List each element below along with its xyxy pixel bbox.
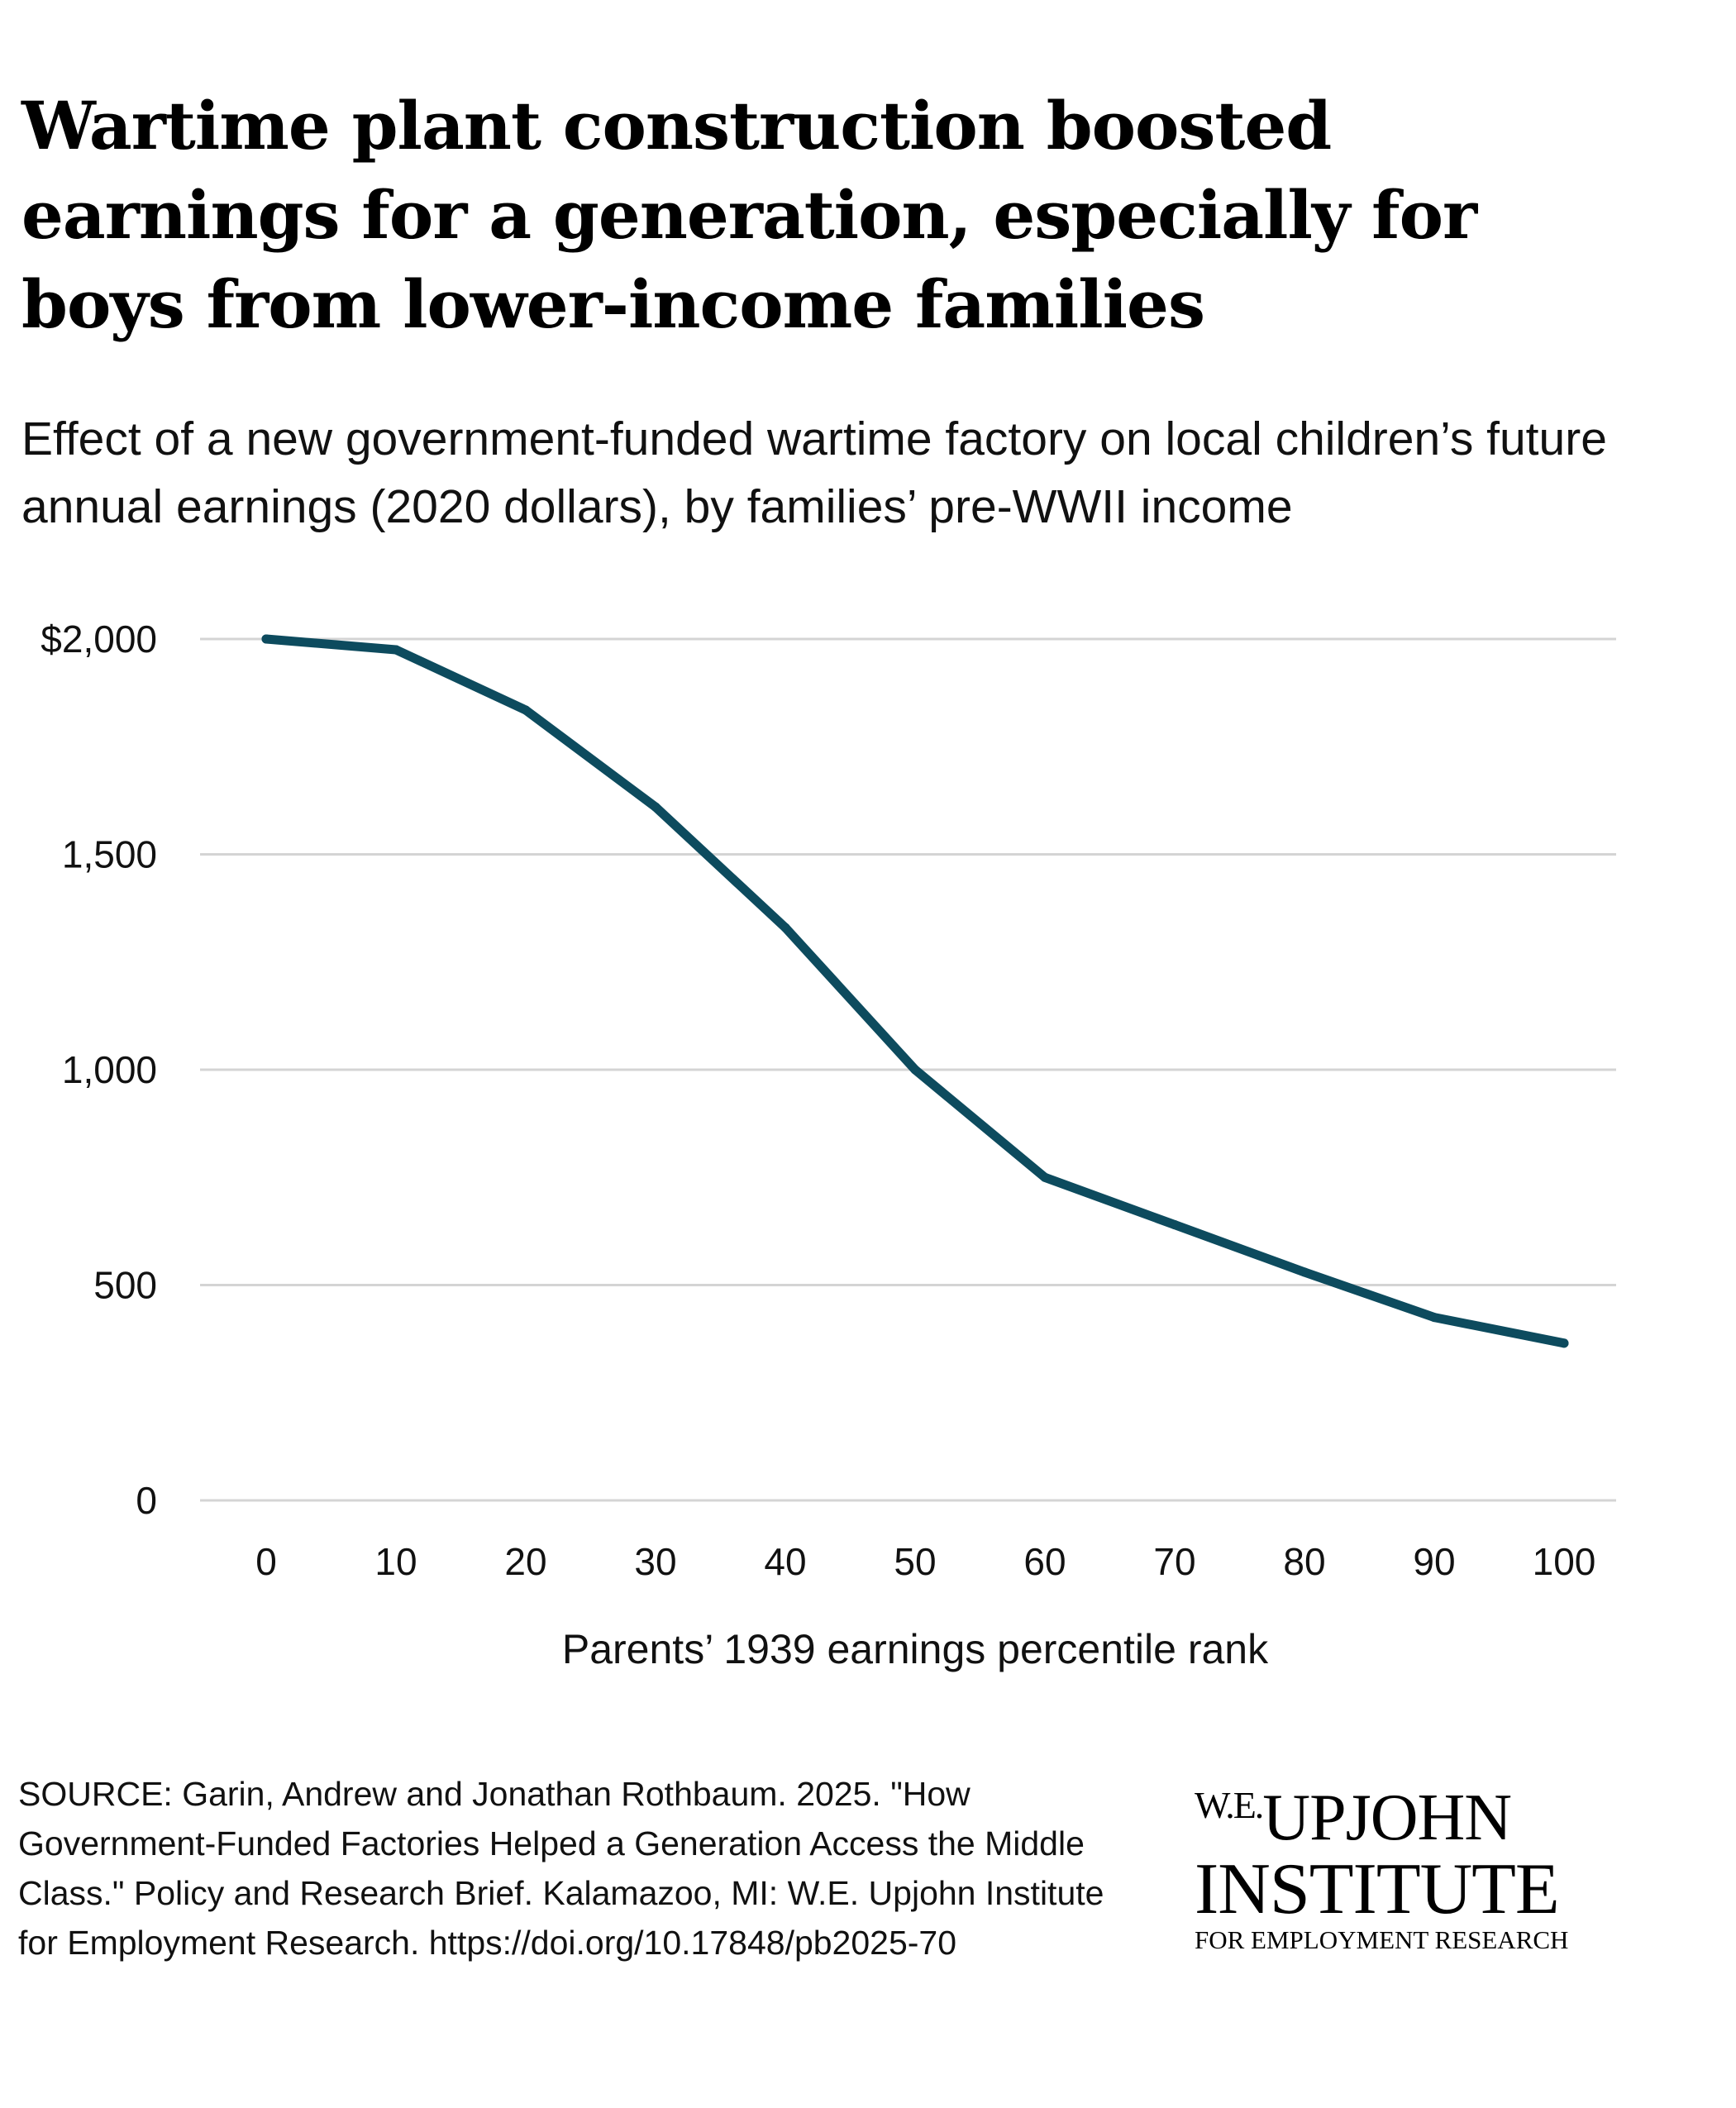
data-point [1429,1313,1439,1323]
data-point [391,645,401,655]
logo-subtitle: FOR EMPLOYMENT RESEARCH [1195,1925,1569,1954]
y-tick-label: 0 [136,1479,157,1522]
data-point [910,1065,920,1075]
data-point [651,802,661,812]
data-point [780,923,790,932]
data-point [1300,1267,1309,1277]
gridlines [200,637,1616,1502]
logo-name: UPJOHN [1262,1781,1512,1854]
x-tick-label: 70 [1153,1540,1195,1583]
x-axis-label: Parents’ 1939 earnings percentile rank [562,1626,1269,1672]
x-tick-label: 100 [1533,1540,1596,1583]
x-tick-label: 30 [634,1540,676,1583]
x-tick-label: 10 [374,1540,417,1583]
x-tick-label: 80 [1283,1540,1325,1583]
chart-subtitle: Effect of a new government-funded wartim… [21,413,1607,533]
x-tick-label: 40 [764,1540,806,1583]
data-point [261,634,271,644]
series-line [261,634,1569,1348]
source-note: SOURCE: Garin, Andrew and Jonathan Rothb… [18,1775,1104,1962]
x-axis-ticks: 0 10 20 30 40 50 60 70 80 90 100 [255,1540,1595,1583]
chart-title: Wartime plant construction boosted earni… [21,87,1477,343]
line-chart: 0 500 1,000 1,500 $2,000 0 10 20 30 40 50 60 70 80 90… [41,618,1616,1672]
y-tick-label: 1,000 [62,1048,157,1091]
y-axis-ticks: 0 500 1,000 1,500 $2,000 [41,618,157,1522]
x-tick-label: 90 [1413,1540,1455,1583]
x-tick-label: 50 [894,1540,936,1583]
series-points [261,634,1569,1348]
data-point [1170,1220,1180,1230]
x-tick-label: 60 [1023,1540,1066,1583]
logo-institute: INSTITUTE [1195,1849,1560,1929]
data-point [521,705,531,715]
data-point [1559,1338,1569,1348]
y-tick-label: $2,000 [41,618,157,661]
y-tick-label: 500 [93,1264,157,1307]
upjohn-logo: W.E.UPJOHN INSTITUTE FOR EMPLOYMENT RESE… [1195,1769,1641,1955]
logo-top-line: W.E.UPJOHN [1195,1769,1641,1854]
data-point [1040,1172,1050,1182]
x-tick-label: 0 [255,1540,277,1583]
y-tick-label: 1,500 [62,833,157,876]
logo-we: W.E. [1195,1784,1264,1826]
x-tick-label: 20 [504,1540,546,1583]
